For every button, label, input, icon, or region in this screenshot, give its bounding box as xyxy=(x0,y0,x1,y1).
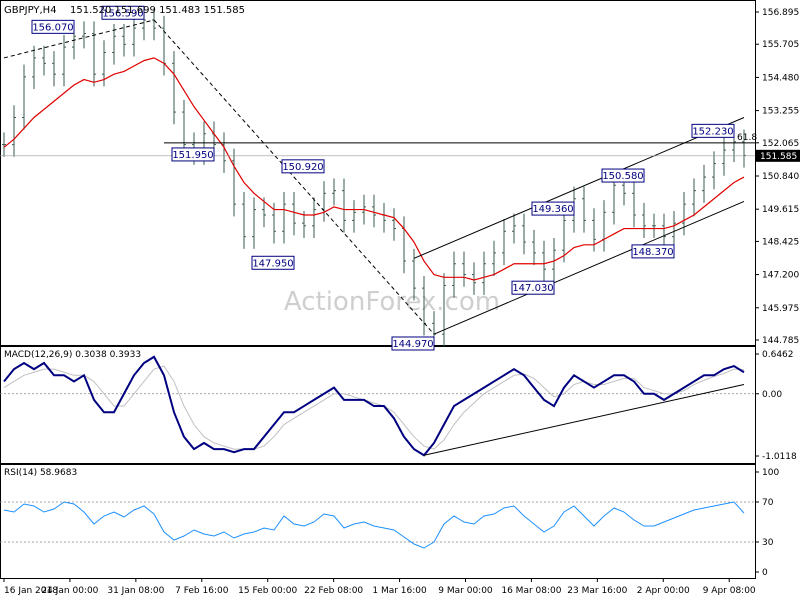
macd-layer: MACD(12,26,9) 0.3038 0.3933 xyxy=(0,350,755,457)
upper-dashed-trendline xyxy=(3,19,155,59)
time-tick-label: 22 Feb 08:00 xyxy=(304,586,363,596)
price-tick-label: 155.705 xyxy=(762,40,799,50)
ema-line xyxy=(3,57,745,281)
price-annotation-label: 152.230 xyxy=(692,126,733,137)
time-tick-label: 16 Jan 2018 xyxy=(4,586,58,596)
price-annotation-box xyxy=(631,244,675,259)
time-tick-label: 15 Feb 00:00 xyxy=(238,586,297,596)
price-annotation-label: 148.370 xyxy=(632,247,673,258)
watermark: ActionForex.com xyxy=(284,287,500,317)
macd-trendline xyxy=(423,384,745,456)
price-annotation-box xyxy=(31,19,75,34)
time-tick-label: 9 Apr 08:00 xyxy=(703,586,756,596)
price-annotation-box xyxy=(391,336,435,351)
macd-tick-label: 0.00 xyxy=(762,390,782,400)
rsi-tick-label: 0 xyxy=(762,568,768,578)
rsi-layer: RSI(14) 58.9683 xyxy=(0,468,755,549)
price-tick-label: 156.895 xyxy=(762,8,799,18)
rsi-panel-frame xyxy=(0,464,756,579)
time-tick-label: 7 Feb 16:00 xyxy=(175,586,229,596)
price-tick-label: 154.480 xyxy=(762,73,799,83)
time-tick-label: 9 Mar 00:00 xyxy=(438,586,493,596)
channel-lower-line xyxy=(433,201,745,335)
price-annotation-box xyxy=(691,123,735,138)
macd-tick-label: 0.6462 xyxy=(762,350,794,360)
falling-dashed-trendline xyxy=(153,19,435,335)
rsi-line xyxy=(3,501,745,549)
rsi-tick-label: 30 xyxy=(762,538,774,548)
price-tick-label: 145.975 xyxy=(762,304,799,314)
macd-tick-label: -1.0118 xyxy=(762,452,797,462)
price-tick-label: 149.615 xyxy=(762,205,799,215)
price-tick-label: 153.255 xyxy=(762,107,799,117)
price-annotation-box xyxy=(531,201,575,216)
ohlc-label: 151.520 151.699 151.483 151.585 xyxy=(70,5,245,16)
time-tick-label: 1 Mar 16:00 xyxy=(372,586,427,596)
price-annotation-box xyxy=(511,280,555,295)
price-annotation-label: 156.590 xyxy=(102,8,143,19)
price-tick-label: 150.840 xyxy=(762,172,799,182)
time-tick-label: 24 Jan 00:00 xyxy=(41,586,98,596)
macd-panel-frame xyxy=(0,346,756,464)
rsi-tick-label: 100 xyxy=(762,468,779,478)
time-tick-label: 2 Apr 00:00 xyxy=(637,586,690,596)
price-annotation-label: 151.950 xyxy=(172,150,213,161)
price-annotation-label: 150.580 xyxy=(602,171,643,182)
price-annotation-label: 144.970 xyxy=(392,339,433,350)
time-tick-label: 16 Mar 08:00 xyxy=(501,586,561,596)
price-annotation-label: 147.950 xyxy=(252,258,293,269)
fib-label: 61.8 xyxy=(737,133,757,143)
symbol-label: GBPJPY,H4 xyxy=(4,5,57,16)
price-annotation-box xyxy=(251,255,295,270)
current-price-label: 151.585 xyxy=(760,152,797,162)
rsi-title: RSI(14) 58.9683 xyxy=(4,468,77,478)
macd-signal-line xyxy=(3,365,745,450)
price-tick-label: 147.200 xyxy=(762,271,799,281)
price-layer: 61.8 156.590 156.070 151.950 150.920 147.950 1… xyxy=(0,5,757,351)
price-panel-frame xyxy=(0,0,756,346)
price-annotation-label: 147.030 xyxy=(512,283,553,294)
price-annotation-label: 156.070 xyxy=(32,22,73,33)
price-tick-label: 144.785 xyxy=(762,336,799,346)
price-annotation-label: 150.920 xyxy=(282,162,323,173)
price-annotation-box xyxy=(101,5,145,20)
time-tick-label: 31 Jan 08:00 xyxy=(107,586,164,596)
rsi-tick-label: 70 xyxy=(762,498,774,508)
price-tick-label: 152.065 xyxy=(762,139,799,149)
price-tick-label: 148.425 xyxy=(762,237,799,247)
price-annotation-box xyxy=(171,147,215,162)
macd-line xyxy=(3,355,745,457)
current-price-badge xyxy=(756,149,800,162)
price-annotation-box xyxy=(601,168,645,183)
price-annotation-box xyxy=(281,159,325,174)
axis-layer: 156.895 155.705 154.480 153.255 152.065 150.8… xyxy=(3,8,800,596)
channel-upper-line xyxy=(413,117,745,259)
macd-title: MACD(12,26,9) 0.3038 0.3933 xyxy=(4,350,141,360)
price-annotation-label: 149.360 xyxy=(532,204,573,215)
time-tick-label: 23 Mar 16:00 xyxy=(567,586,627,596)
